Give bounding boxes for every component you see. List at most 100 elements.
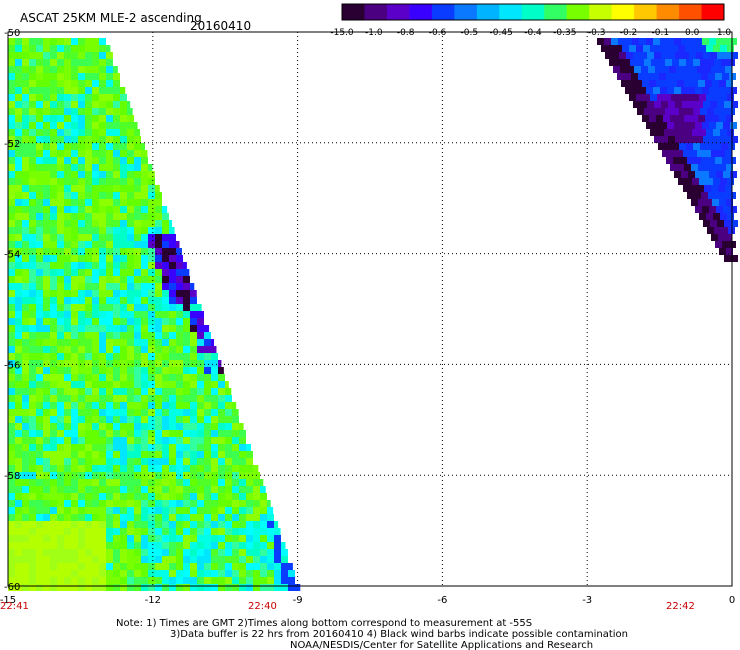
data-cell (650, 94, 657, 101)
data-cell (29, 402, 36, 409)
data-cell (106, 122, 113, 129)
data-cell (99, 402, 106, 409)
data-cell (253, 486, 260, 493)
data-cell (92, 45, 99, 52)
data-cell (64, 409, 71, 416)
data-cell (134, 283, 141, 290)
data-cell (15, 213, 22, 220)
data-cell (78, 150, 85, 157)
data-cell (78, 521, 85, 528)
data-cell (680, 157, 687, 164)
data-cell (57, 73, 64, 80)
data-cell (169, 276, 176, 283)
data-cell (169, 255, 176, 262)
data-cell (640, 101, 647, 108)
data-cell (701, 192, 708, 199)
data-cell (50, 535, 57, 542)
lon-tick-label: 0 (729, 595, 735, 606)
data-cell (155, 304, 162, 311)
data-cell (22, 290, 29, 297)
data-cell (29, 136, 36, 143)
data-cell (22, 451, 29, 458)
data-cell (64, 514, 71, 521)
data-cell (639, 38, 646, 45)
data-cell (22, 276, 29, 283)
data-cell (162, 304, 169, 311)
data-cell (197, 395, 204, 402)
data-cell (22, 206, 29, 213)
data-cell (92, 458, 99, 465)
data-cell (15, 479, 22, 486)
data-cell (57, 122, 64, 129)
data-cell (232, 577, 239, 584)
data-cell (169, 269, 176, 276)
data-cell (50, 101, 57, 108)
data-cell (22, 234, 29, 241)
data-cell (85, 241, 92, 248)
data-cell (57, 94, 64, 101)
data-cell (674, 87, 681, 94)
data-cell (36, 304, 43, 311)
data-cell (127, 178, 134, 185)
data-cell (155, 367, 162, 374)
data-cell (71, 45, 78, 52)
data-cell (267, 521, 274, 528)
data-cell (134, 472, 141, 479)
data-cell (78, 374, 85, 381)
data-cell (85, 584, 92, 591)
data-cell (78, 360, 85, 367)
data-cell (113, 465, 120, 472)
data-cell (113, 304, 120, 311)
data-cell (29, 199, 36, 206)
data-cell (616, 59, 623, 66)
data-cell (148, 521, 155, 528)
data-cell (106, 353, 113, 360)
data-cell (43, 122, 50, 129)
data-cell (106, 213, 113, 220)
data-cell (78, 311, 85, 318)
data-cell (64, 570, 71, 577)
data-cell (50, 570, 57, 577)
data-cell (141, 150, 148, 157)
data-cell (162, 493, 169, 500)
data-cell (8, 570, 15, 577)
data-cell (99, 234, 106, 241)
data-cell (155, 276, 162, 283)
data-cell (57, 430, 64, 437)
data-cell (43, 395, 50, 402)
data-cell (120, 346, 127, 353)
data-cell (22, 437, 29, 444)
data-cell (57, 570, 64, 577)
data-cell (134, 185, 141, 192)
data-cell (141, 507, 148, 514)
data-cell (239, 472, 246, 479)
data-cell (120, 535, 127, 542)
colorbar-label: 1.0 (717, 28, 732, 38)
data-cell (657, 94, 664, 101)
data-cell (50, 171, 57, 178)
data-cell (99, 353, 106, 360)
data-cell (197, 374, 204, 381)
data-cell (726, 164, 733, 171)
data-cell (29, 465, 36, 472)
data-cell (190, 311, 197, 318)
data-cell (246, 528, 253, 535)
data-cell (22, 507, 29, 514)
data-cell (120, 87, 126, 94)
data-cell (71, 136, 78, 143)
data-cell (127, 458, 134, 465)
data-cell (148, 472, 155, 479)
data-cell (92, 500, 99, 507)
data-cell (660, 38, 667, 45)
data-cell (92, 178, 99, 185)
data-cell (714, 227, 721, 234)
data-cell (64, 129, 71, 136)
data-cell (699, 178, 706, 185)
data-cell (92, 73, 99, 80)
data-cell (162, 276, 169, 283)
data-cell (654, 101, 661, 108)
data-cell (64, 486, 71, 493)
data-cell (106, 577, 113, 584)
data-cell (106, 416, 113, 423)
data-cell (225, 549, 232, 556)
